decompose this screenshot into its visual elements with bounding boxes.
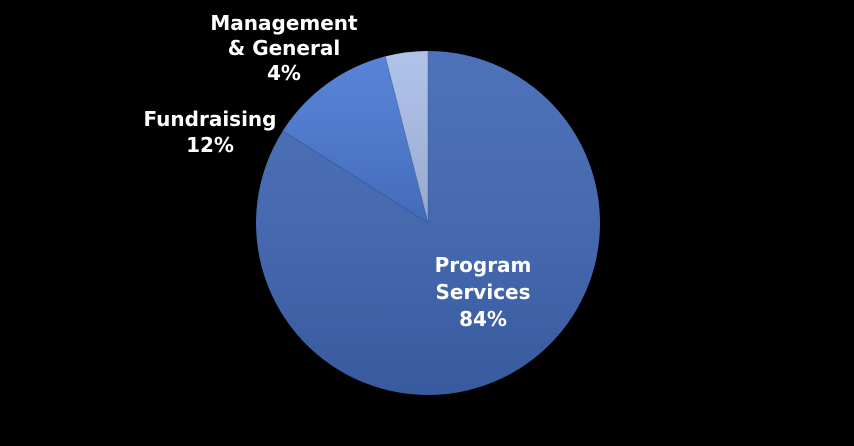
slice-divider bbox=[384, 56, 429, 224]
slice-name-label: Fundraising bbox=[144, 107, 277, 131]
slice-label: Fundraising 12% bbox=[144, 107, 277, 157]
slice-name-label: Services bbox=[435, 280, 530, 304]
slice-name-label: Program bbox=[435, 253, 532, 277]
slice-percent-label: 4% bbox=[267, 61, 301, 85]
pie-slices bbox=[256, 51, 601, 395]
slice-percent-label: 12% bbox=[186, 133, 234, 157]
slice-name-label: Management bbox=[210, 11, 358, 35]
pie-slice-shading bbox=[256, 51, 601, 395]
pie-slice-shading bbox=[282, 56, 428, 224]
slice-divider bbox=[282, 130, 429, 224]
slice-label: Program Services 84% bbox=[435, 253, 532, 331]
slice-label: Management & General 4% bbox=[210, 11, 358, 85]
slice-name-label: & General bbox=[228, 36, 340, 60]
slice-percent-label: 84% bbox=[459, 307, 507, 331]
pie-labels: Program Services 84% Fundraising 12% Manageme… bbox=[144, 11, 532, 331]
pie-slice-shading bbox=[385, 51, 428, 223]
